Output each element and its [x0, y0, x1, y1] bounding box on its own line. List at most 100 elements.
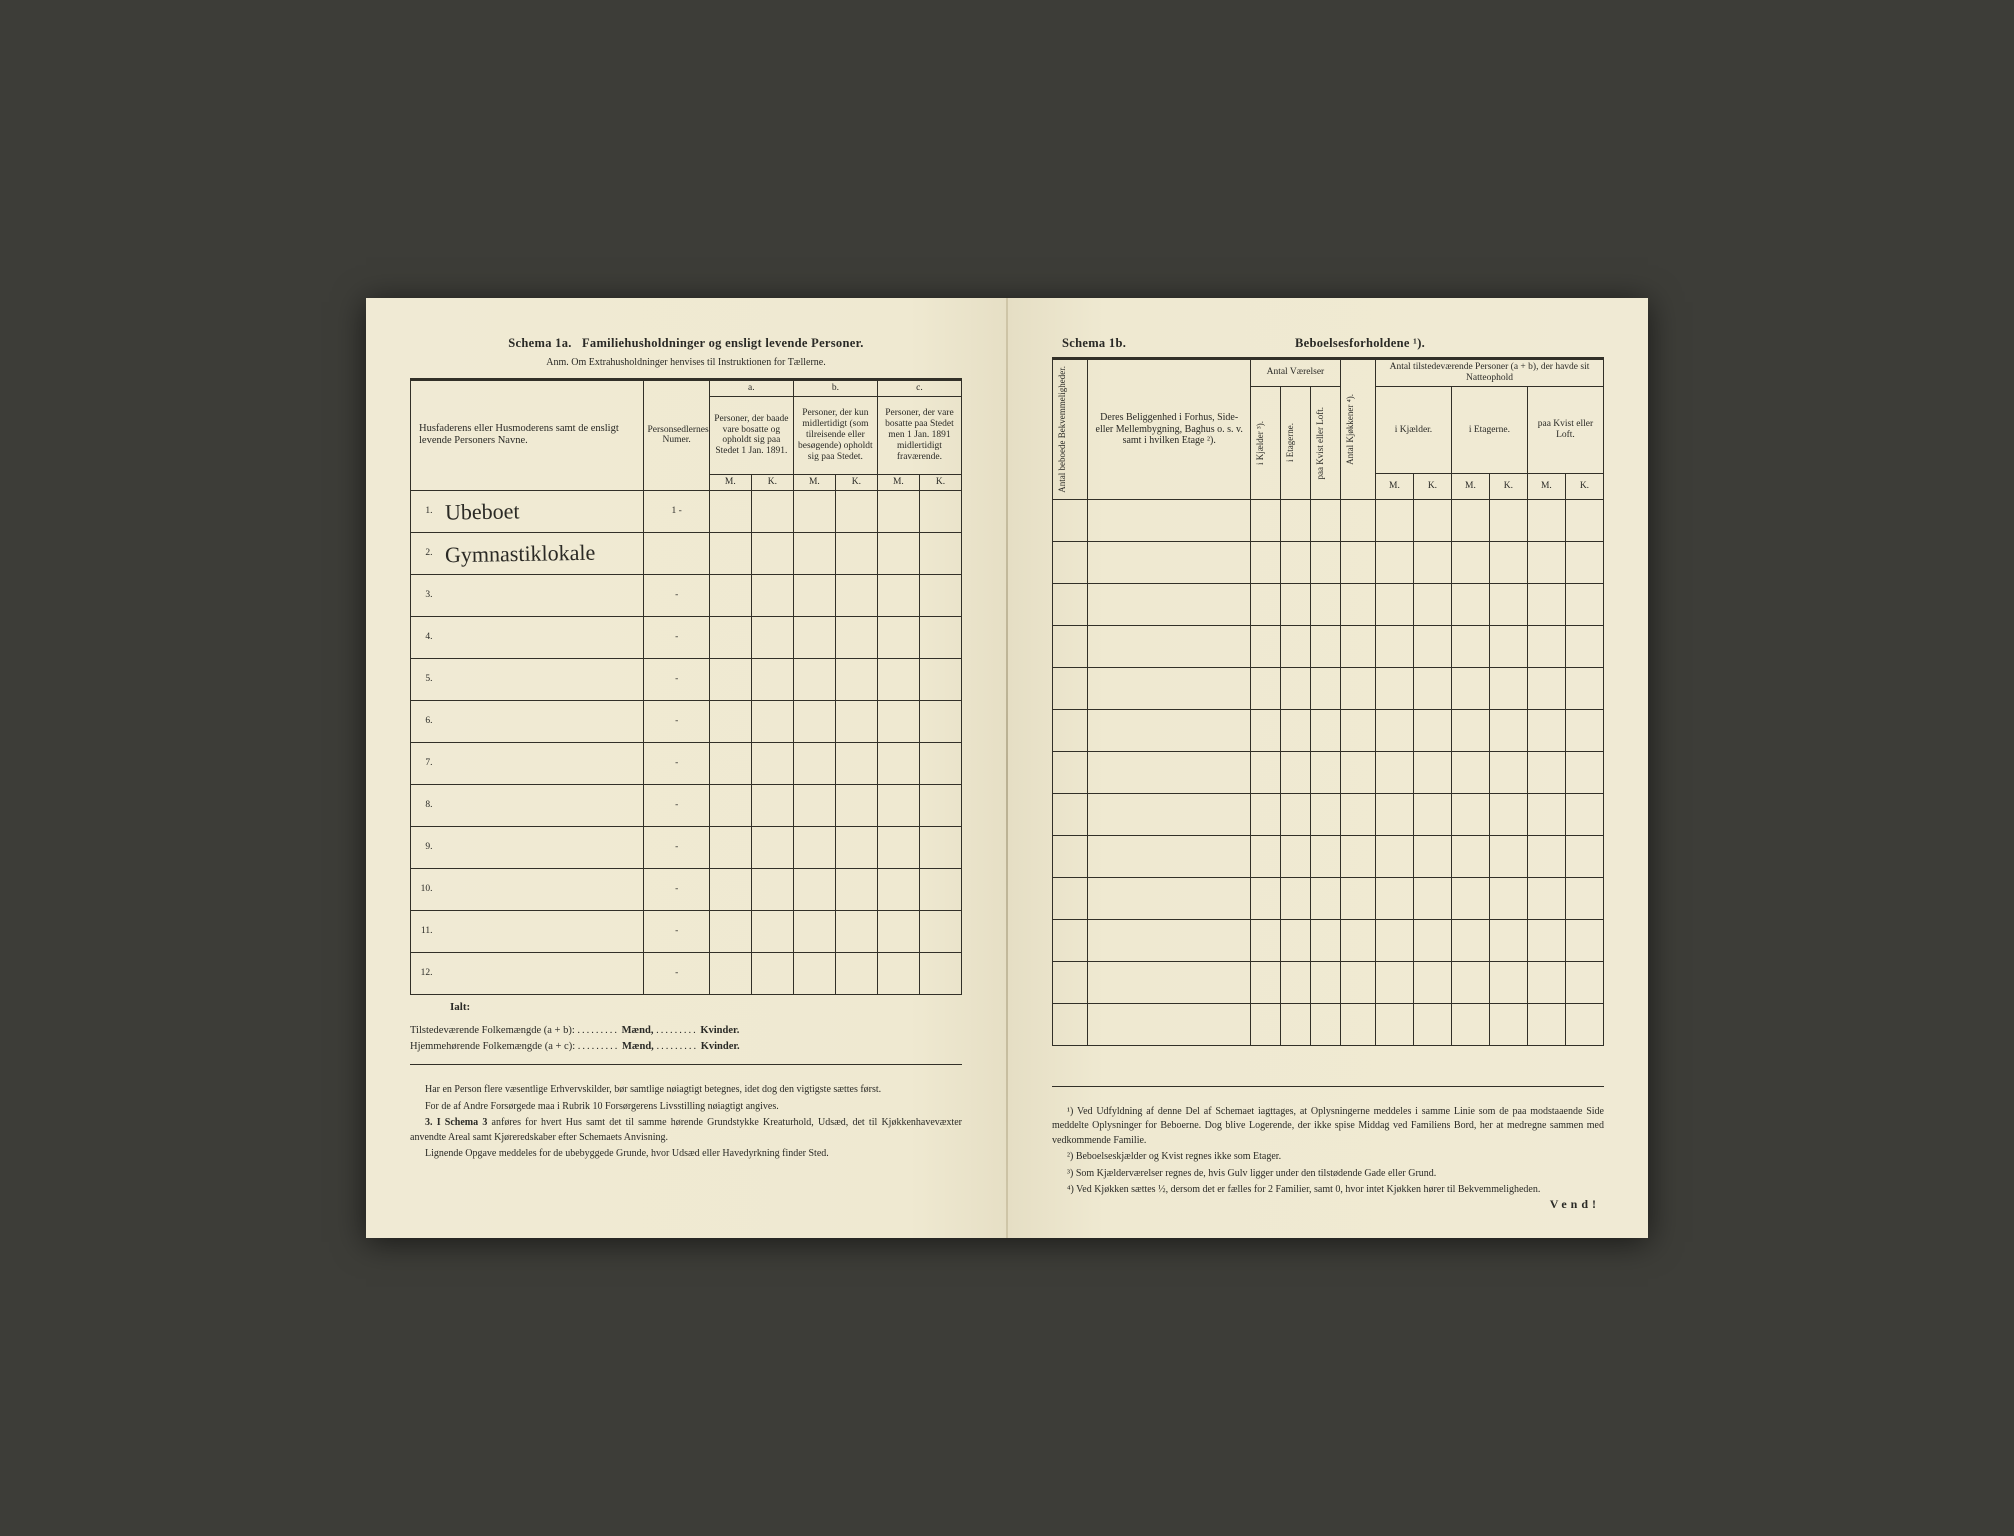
cell: [1565, 667, 1603, 709]
cell: [793, 742, 835, 784]
maend: Mænd,: [622, 1025, 654, 1036]
cell: [1565, 877, 1603, 919]
cell: [1053, 625, 1088, 667]
schema-1b-title: Schema 1b. Beboelsesforholdene ¹).: [1052, 336, 1604, 351]
cell: [877, 574, 919, 616]
cell: [1340, 1003, 1375, 1045]
cell: [1053, 667, 1088, 709]
cell: [1088, 793, 1251, 835]
schema-1a-table: Husfaderens eller Husmoderens samt de en…: [410, 380, 962, 995]
table-row: 11.-: [411, 910, 962, 952]
note-3-lead: 3. I Schema 3: [425, 1117, 487, 1128]
row-number: 1.: [411, 490, 439, 532]
row-number: 12.: [411, 952, 439, 994]
cell: [919, 784, 961, 826]
cell: [1310, 919, 1340, 961]
cell: [1489, 919, 1527, 961]
col-personer: Antal tilstedeværende Personer (a + b), …: [1375, 360, 1603, 387]
cell: [1251, 961, 1281, 1003]
cell: [1088, 583, 1251, 625]
cell: [1489, 625, 1527, 667]
col-vaerelser: Antal Værelser: [1251, 360, 1341, 387]
col-bekv-text: Antal beboede Bekvemmeligheder.: [1056, 362, 1068, 497]
kvinder: Kvinder.: [701, 1041, 740, 1052]
cell: [1340, 499, 1375, 541]
mk-m: M.: [877, 474, 919, 490]
cell: [877, 742, 919, 784]
cell: [1375, 499, 1413, 541]
handwritten-entry: Gymnastiklokale: [444, 539, 595, 567]
tot2-label: Hjemmehørende Folkemængde (a + c):: [410, 1041, 575, 1052]
kvinder: Kvinder.: [700, 1025, 739, 1036]
cell: [1565, 583, 1603, 625]
cell: [709, 532, 751, 574]
cell: [1310, 541, 1340, 583]
cell: [793, 700, 835, 742]
mk-m: M.: [1451, 474, 1489, 499]
cell: [1413, 751, 1451, 793]
cell: [1280, 751, 1310, 793]
col-belig: Deres Beliggenhed i Forhus, Side- eller …: [1088, 360, 1251, 500]
person-num-cell: -: [644, 910, 709, 952]
row-number: 4.: [411, 616, 439, 658]
cell: [1413, 667, 1451, 709]
table-row: 10. -: [411, 868, 962, 910]
cell: [1053, 961, 1088, 1003]
cell: [1251, 583, 1281, 625]
mk-k: K.: [1565, 474, 1603, 499]
name-cell: [439, 616, 644, 658]
cell: [1565, 1003, 1603, 1045]
cell: [877, 616, 919, 658]
cell: [919, 490, 961, 532]
cell: [835, 574, 877, 616]
person-num-cell: -: [644, 952, 709, 994]
row-number: 10.: [411, 868, 439, 910]
cell: [1413, 541, 1451, 583]
person-num-cell: -: [644, 700, 709, 742]
schema-1a-label: Schema 1a.: [508, 336, 571, 350]
cell: [793, 658, 835, 700]
cell: [1375, 835, 1413, 877]
cell: [751, 826, 793, 868]
cell: [1451, 961, 1489, 1003]
person-num-cell: -: [644, 868, 709, 910]
person-num-cell: -: [644, 742, 709, 784]
maend: Mænd,: [622, 1041, 654, 1052]
cell: [1251, 751, 1281, 793]
cell: [1310, 499, 1340, 541]
cell: [1527, 961, 1565, 1003]
cell: [1310, 877, 1340, 919]
cell: [1053, 1003, 1088, 1045]
cell: [1251, 625, 1281, 667]
table-row: [1053, 751, 1604, 793]
col-v-et-text: i Etagerne.: [1284, 419, 1296, 466]
col-personsedler: Personsedlernes Numer.: [644, 381, 709, 491]
cell: [1053, 541, 1088, 583]
cell: [1088, 541, 1251, 583]
cell: [835, 490, 877, 532]
mk-m: M.: [1527, 474, 1565, 499]
cell: [1280, 877, 1310, 919]
mk-k: K.: [751, 474, 793, 490]
cell: [1565, 625, 1603, 667]
cell: [1340, 625, 1375, 667]
cell: [1280, 1003, 1310, 1045]
dotted: [656, 1025, 698, 1036]
cell: [1527, 625, 1565, 667]
cell: [793, 826, 835, 868]
cell: [1565, 835, 1603, 877]
cell: [1088, 499, 1251, 541]
cell: [709, 700, 751, 742]
left-page: Schema 1a. Familiehusholdninger og ensli…: [366, 298, 1006, 1238]
cell: [835, 868, 877, 910]
cell: [1375, 751, 1413, 793]
cell: [1251, 499, 1281, 541]
footnote-2: ²) Beboelseskjælder og Kvist regnes ikke…: [1052, 1150, 1604, 1165]
schema-1b-label: Schema 1b.: [1062, 336, 1126, 351]
cell: [1489, 751, 1527, 793]
cell: [835, 532, 877, 574]
table-row: [1053, 877, 1604, 919]
col-a-text: Personer, der baade vare bosatte og opho…: [709, 396, 793, 474]
footnote-3: ³) Som Kjælderværelser regnes de, hvis G…: [1052, 1167, 1604, 1182]
name-cell: [439, 658, 644, 700]
